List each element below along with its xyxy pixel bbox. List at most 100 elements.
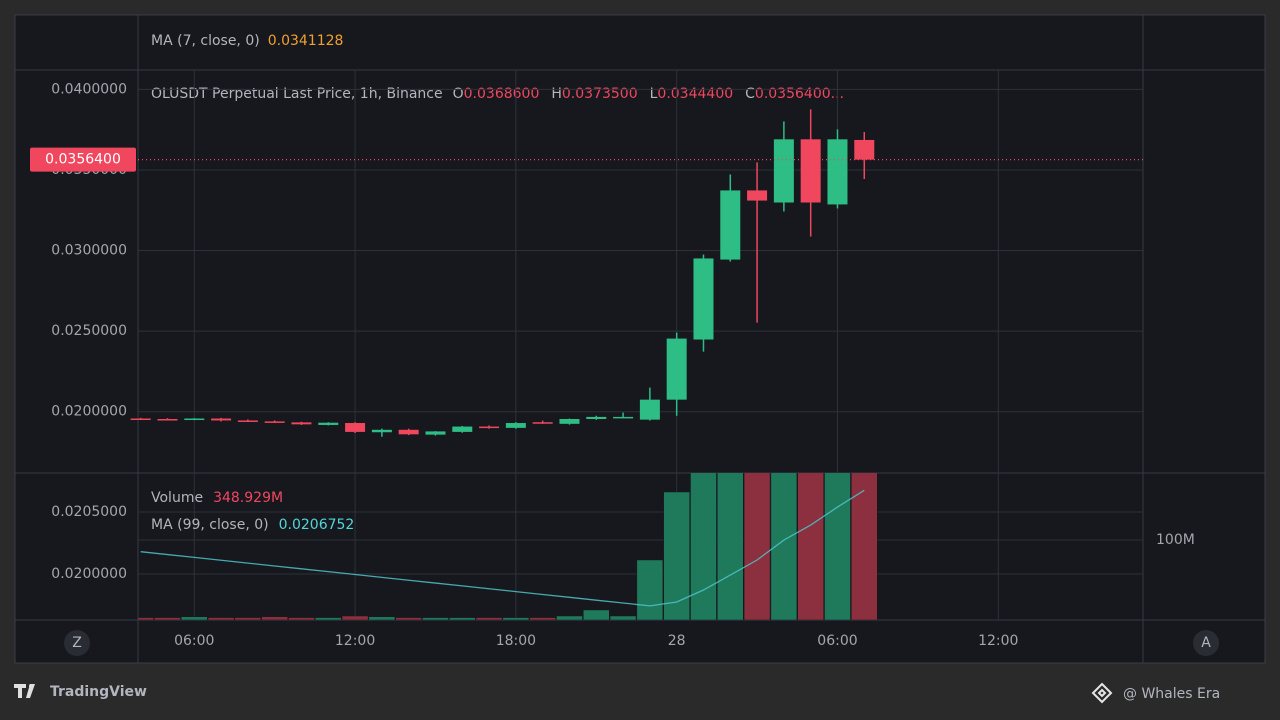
candle-body — [157, 418, 178, 421]
button-label[interactable]: Z — [72, 635, 82, 651]
volume-bar — [609, 615, 637, 620]
candle-body — [264, 421, 285, 423]
volume-bar — [422, 617, 449, 620]
candle-body — [747, 190, 768, 201]
candle-body — [505, 423, 526, 428]
volume-bar — [529, 617, 556, 620]
volume-bar — [288, 617, 315, 620]
x-tick-label: 06:00 — [174, 633, 214, 649]
candle-body — [586, 416, 607, 419]
candle-body — [827, 139, 848, 205]
volume-bar — [743, 473, 771, 620]
button-label[interactable]: A — [1201, 635, 1211, 651]
candle-body — [666, 338, 687, 400]
legend-value: 0.0206752 — [279, 517, 355, 533]
volume-bar — [824, 473, 851, 620]
candle-body — [479, 426, 500, 429]
y-tick-label: 0.0300000 — [51, 243, 127, 259]
candle-body — [773, 139, 794, 203]
candle-body — [613, 416, 634, 419]
ma7-legend: MA (7, close, 0) 0.0341128 — [151, 33, 343, 49]
legend-entry: MA (99, close, 0) 0.0206752 — [151, 517, 354, 533]
ohlc-value: 0.0368600 — [464, 86, 540, 102]
candle-body — [854, 139, 875, 160]
symbol: OLUSDT Perpetual Last Price, 1h, Binance — [151, 86, 443, 102]
x-tick-label: 28 — [668, 633, 686, 649]
candle-body — [720, 190, 741, 260]
last-price-label: 0.0356400 — [45, 152, 121, 168]
volume-bar — [690, 473, 717, 620]
volume-bar — [449, 617, 476, 620]
volume-bar — [556, 615, 583, 620]
ohlc-key: C — [745, 86, 755, 102]
volume-bar — [154, 617, 181, 620]
ma-line — [140, 489, 865, 607]
ohlc-value: 0.0373500 — [562, 86, 638, 102]
volume-bar — [636, 559, 664, 620]
volume-bar — [583, 609, 610, 620]
watermark-icon — [1091, 682, 1113, 704]
y-tick-label: 0.0400000 — [51, 81, 127, 97]
brand: TradingView — [50, 684, 147, 700]
volume-pane — [138, 473, 1143, 620]
candle-body — [532, 422, 553, 424]
candle-body — [318, 422, 339, 425]
candle-body — [184, 418, 205, 421]
volume-bar — [368, 616, 396, 620]
volume-bar — [851, 473, 878, 620]
volume-bar — [475, 617, 503, 620]
ohlc-key: L — [650, 86, 658, 102]
watermark: @ Whales Era — [1123, 686, 1220, 702]
volume-bar — [138, 617, 154, 620]
candle-body — [211, 418, 232, 421]
y-tick-label: 0.0200000 — [51, 566, 127, 582]
ohlc-key: H — [551, 86, 562, 102]
y-tick-label: 0.0250000 — [51, 323, 127, 339]
y2-tick-label: 100M — [1156, 532, 1195, 548]
ohlc-value: 0.0344400 — [657, 86, 733, 102]
button[interactable] — [64, 630, 90, 656]
candle-body — [693, 258, 714, 340]
candle-body — [425, 431, 446, 435]
candle-body — [452, 426, 473, 432]
x-tick-label: 12:00 — [978, 633, 1018, 649]
candle-body — [291, 422, 312, 425]
candle-body — [371, 429, 392, 433]
volume-bar — [502, 617, 530, 620]
last-price-tag — [30, 147, 136, 172]
volume-bar — [181, 616, 208, 620]
volume-bar — [207, 617, 235, 620]
volume-bar — [395, 617, 422, 620]
volume-bar — [261, 616, 288, 620]
candle-body — [398, 429, 419, 435]
ohlc-value: 0.0356400... — [755, 86, 844, 102]
volume-bar — [797, 473, 824, 620]
ma7-value: 0.0341128 — [268, 33, 344, 49]
volume-bar — [663, 491, 690, 620]
chart-frame — [14, 14, 1266, 664]
legend-name: MA (99, close, 0) — [151, 517, 269, 533]
candle-body — [130, 418, 151, 421]
x-tick-label: 18:00 — [496, 633, 536, 649]
candle-body — [559, 418, 580, 424]
candle-body — [345, 423, 366, 432]
y-tick-label: 0.0205000 — [51, 504, 127, 520]
candle-body — [237, 420, 258, 422]
legend-entry: Volume 348.929M — [151, 490, 283, 506]
volume-bar — [315, 617, 342, 620]
volume-bar — [717, 473, 744, 620]
tv-logo — [14, 684, 35, 698]
button[interactable] — [1193, 630, 1219, 656]
x-tick-label: 06:00 — [817, 633, 857, 649]
ohlc-key: O — [453, 86, 464, 102]
y-tick-label: 0.0200000 — [51, 404, 127, 420]
candle-body — [639, 399, 660, 420]
x-tick-label: 12:00 — [335, 633, 375, 649]
candle-body — [800, 139, 821, 203]
legend-name: Volume — [151, 490, 203, 506]
ma7-label: MA (7, close, 0) — [151, 33, 260, 49]
volume-bar — [234, 617, 262, 620]
volume-bar — [341, 615, 369, 620]
legend-value: 348.929M — [213, 490, 283, 506]
